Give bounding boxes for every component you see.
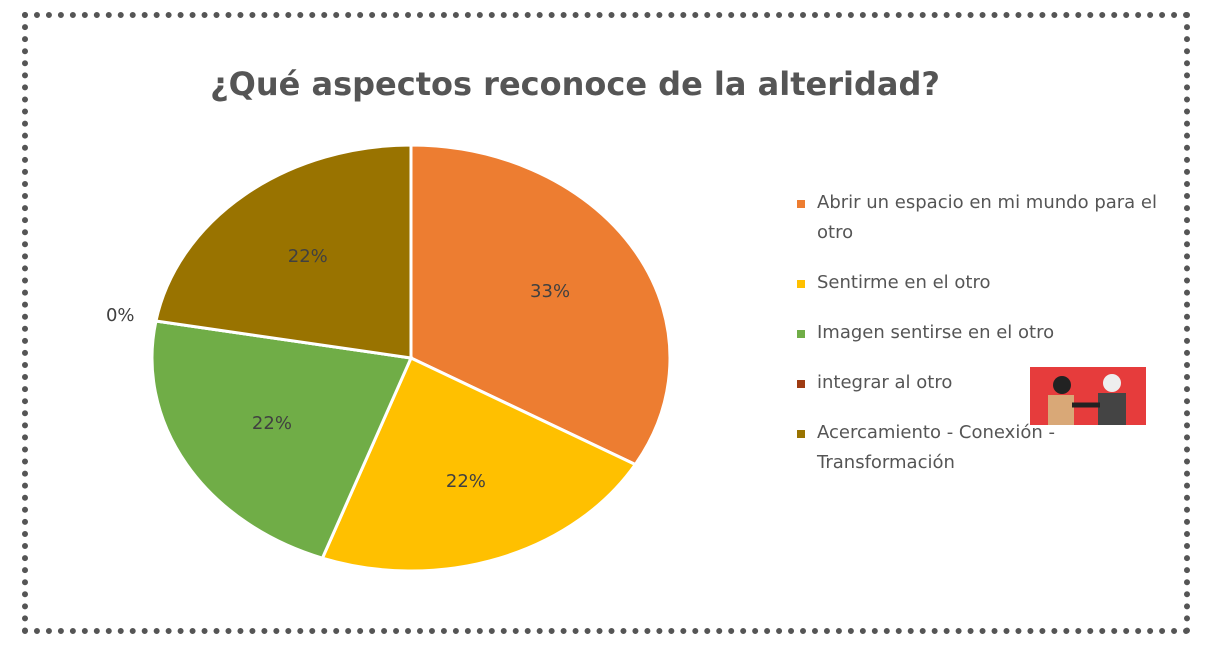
data-label: 22%	[288, 246, 328, 267]
legend-swatch	[797, 330, 805, 338]
data-label: 33%	[530, 281, 570, 302]
legend-label: Acercamiento - Conexión - Transformación	[817, 422, 1055, 473]
data-label: 22%	[446, 471, 486, 492]
legend-item: Sentirme en el otro	[795, 268, 1175, 298]
data-label: 22%	[252, 413, 292, 434]
legend: Abrir un espacio en mi mundo para el otr…	[795, 188, 1175, 498]
data-label: 0%	[106, 305, 135, 326]
legend-item: integrar al otro	[795, 368, 1175, 398]
legend-item: Abrir un espacio en mi mundo para el otr…	[795, 188, 1175, 248]
legend-swatch	[797, 430, 805, 438]
legend-label: Sentirme en el otro	[817, 272, 990, 293]
legend-item: Acercamiento - Conexión - Transformación	[795, 418, 1175, 478]
legend-swatch	[797, 380, 805, 388]
legend-swatch	[797, 200, 805, 208]
legend-swatch	[797, 280, 805, 288]
chart-title: ¿Qué aspectos reconoce de la alteridad?	[210, 65, 940, 103]
legend-label: Abrir un espacio en mi mundo para el otr…	[817, 192, 1157, 243]
legend-item: Imagen sentirse en el otro	[795, 318, 1175, 348]
legend-label: Imagen sentirse en el otro	[817, 322, 1054, 343]
pie-slice	[156, 145, 411, 358]
legend-label: integrar al otro	[817, 372, 952, 393]
page: ¿Qué aspectos reconoce de la alteridad? …	[0, 0, 1220, 650]
